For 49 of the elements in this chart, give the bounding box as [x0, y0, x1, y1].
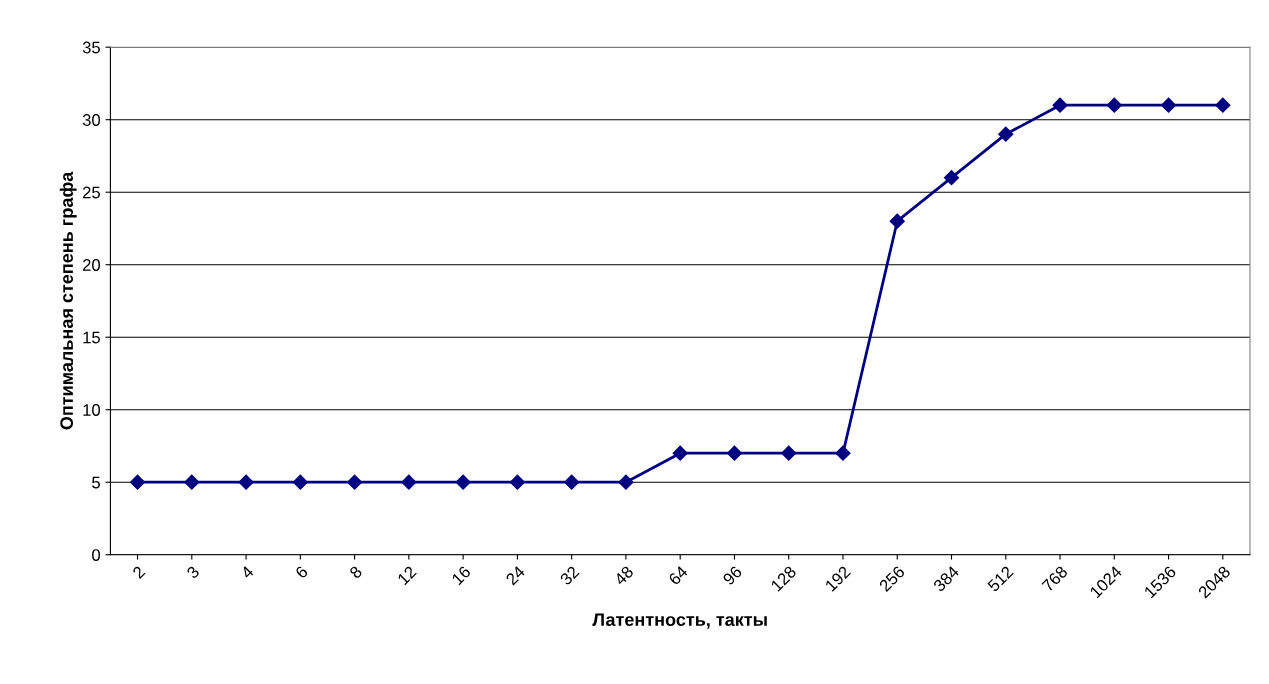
x-tick-label: 192: [824, 565, 852, 592]
x-tick-label: 384: [932, 565, 960, 593]
point: [943, 170, 960, 186]
point: [1106, 97, 1122, 113]
y-tick-label: 35: [82, 41, 100, 54]
point: [618, 474, 634, 490]
point: [726, 445, 743, 461]
x-tick-label: 16: [451, 565, 472, 586]
y-tick-label: 15: [83, 331, 100, 344]
point: [347, 474, 363, 490]
x-tick-label: 48: [613, 565, 635, 586]
y-tick-label: 5: [92, 476, 100, 489]
point: [672, 445, 688, 461]
x-tick-label: 3: [186, 565, 200, 580]
x-tick-label: 2: [131, 565, 146, 579]
x-tick-label: 6: [294, 565, 309, 580]
point: [1215, 97, 1231, 113]
x-tick-label: 768: [1041, 565, 1069, 593]
point: [455, 474, 471, 490]
point: [1052, 97, 1068, 113]
y-tick-label: 30: [82, 114, 101, 126]
point: [184, 474, 200, 490]
x-axis-title: Латентность, такты: [592, 613, 767, 629]
point: [1160, 97, 1177, 113]
x-tick-label: 4: [240, 565, 255, 580]
x-tick-label: 24: [505, 565, 526, 586]
point: [129, 474, 146, 490]
x-tick-label: 512: [986, 565, 1014, 593]
y-tick-label: 25: [82, 186, 100, 199]
y-axis-title: Оптимальная степень графа: [59, 171, 77, 430]
y-tick-label: 10: [83, 404, 101, 416]
point: [292, 474, 308, 490]
x-tick-label: 32: [559, 565, 580, 586]
point: [835, 445, 851, 461]
x-tick-label: 256: [878, 565, 906, 593]
x-tick-label: 8: [348, 565, 363, 580]
x-tick-label: 12: [396, 565, 417, 586]
y-tick-label: 0: [92, 549, 101, 561]
x-tick-label: 96: [722, 565, 743, 586]
y-tick-label: 20: [82, 259, 101, 271]
point: [564, 474, 580, 490]
point: [509, 474, 525, 490]
point: [238, 474, 254, 490]
point: [401, 474, 417, 490]
point: [998, 126, 1014, 142]
point: [781, 445, 797, 461]
x-tick-label: 64: [667, 565, 689, 586]
point: [889, 213, 905, 229]
x-tick-label: 128: [770, 565, 797, 592]
